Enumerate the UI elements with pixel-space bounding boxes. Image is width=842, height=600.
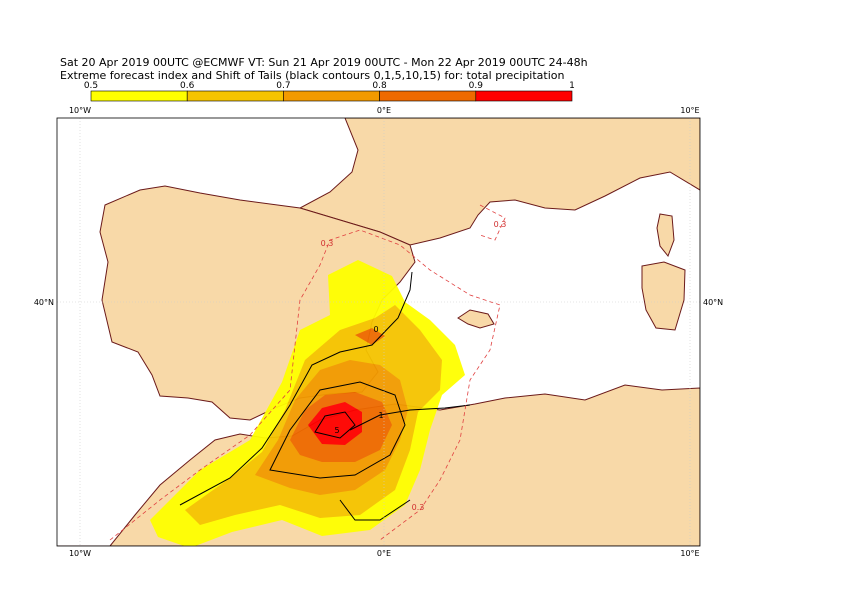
- colorbar-label: 1: [569, 81, 575, 91]
- colorbar-label: 0.7: [276, 81, 290, 91]
- map-area: [57, 118, 700, 546]
- colorbar: 0.5 0.6 0.7 0.8 0.9 1: [84, 81, 575, 102]
- lat-label: 40°N: [34, 298, 54, 307]
- colorbar-segment: [90, 90, 188, 102]
- sot-contour: [179, 271, 413, 506]
- sot-contour: [314, 411, 356, 439]
- colorbar-segment: [283, 90, 380, 102]
- colorbar-label: 0.9: [469, 81, 484, 91]
- sardinia: [641, 261, 686, 331]
- lat-label: 40°N: [703, 298, 723, 307]
- colorbar-segment: [186, 90, 284, 102]
- contour-label: 0: [373, 325, 378, 334]
- colorbar-label: 0.6: [180, 81, 195, 91]
- sot-contour: [349, 404, 471, 431]
- colorbar-segment: [475, 90, 573, 102]
- lon-label: 10°W: [69, 106, 91, 115]
- title-line: Sat 20 Apr 2019 00UTC @ECMWF VT: Sun 21 …: [60, 56, 588, 69]
- colorbar-label: 0.5: [84, 81, 98, 91]
- lon-label: 10°E: [680, 549, 699, 558]
- contour-label: 1: [378, 411, 383, 420]
- map-frame: [56, 117, 701, 547]
- lon-label: 0°E: [377, 549, 391, 558]
- title-line: Extreme forecast index and Shift of Tail…: [60, 69, 565, 82]
- lon-label: 0°E: [377, 106, 391, 115]
- lon-label: 10°W: [69, 549, 91, 558]
- land-north: [298, 118, 700, 246]
- colorbar-label: 0.8: [372, 81, 387, 91]
- balearics: [457, 309, 495, 329]
- corsica: [656, 213, 675, 257]
- sot-contour: [339, 499, 411, 521]
- contour-label: 0.3: [494, 220, 507, 229]
- contour-label: 0.3: [321, 239, 334, 248]
- efi-0.9: [308, 402, 362, 445]
- lon-label: 10°E: [680, 106, 699, 115]
- contour-0.3: [109, 204, 506, 541]
- efi-0.8-north: [355, 328, 385, 345]
- sot-contour: [269, 381, 406, 479]
- contour-label: 0.3: [412, 503, 425, 512]
- contour-label: 5: [334, 426, 339, 435]
- colorbar-segment: [379, 90, 477, 102]
